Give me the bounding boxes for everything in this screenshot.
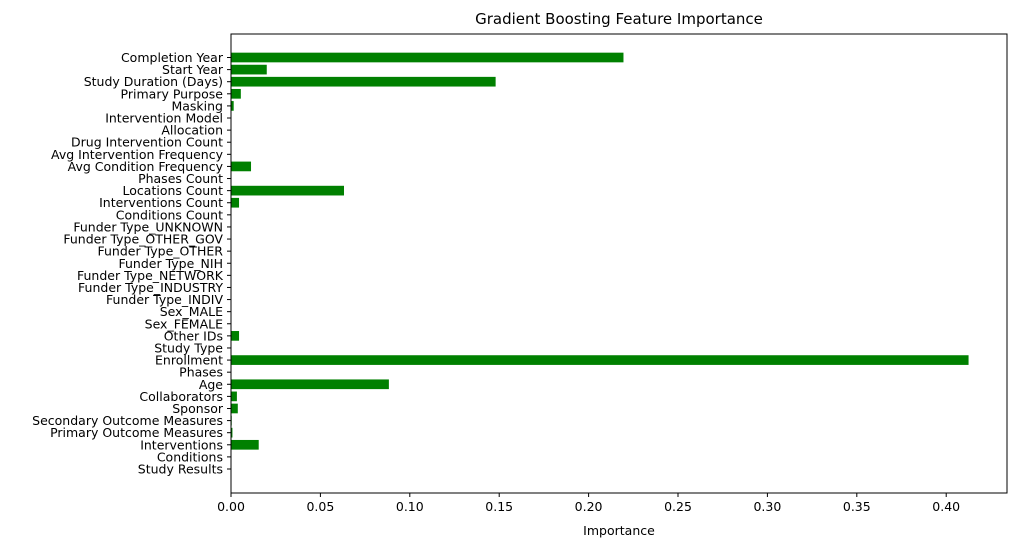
y-tick-label-2: Interventions xyxy=(140,437,223,452)
y-tick-label-29: Intervention Model xyxy=(105,111,223,126)
bar-30 xyxy=(231,101,234,111)
x-axis-ticks: 0.00 0.05 0.10 0.15 0.20 0.25 0.30 0.35 0.40 xyxy=(217,493,960,514)
y-tick-label-30: Masking xyxy=(171,98,223,113)
bars-group xyxy=(231,52,969,450)
bar-7 xyxy=(231,379,389,390)
x-tick-label-7: 0.35 xyxy=(843,499,871,514)
y-tick-label-32: Study Duration (Days) xyxy=(84,74,223,89)
x-tick-label-8: 0.40 xyxy=(932,499,960,514)
y-tick-label-34: Completion Year xyxy=(121,50,224,65)
y-tick-label-5: Sponsor xyxy=(172,401,224,416)
y-tick-label-11: Other IDs xyxy=(164,328,223,343)
bar-2 xyxy=(231,439,259,450)
bar-22 xyxy=(231,197,240,208)
bar-3 xyxy=(231,427,233,438)
y-tick-label-20: Funder Type_UNKNOWN xyxy=(73,219,223,234)
bar-11 xyxy=(231,331,240,341)
x-axis-label: Importance xyxy=(583,523,655,538)
y-tick-label-23: Locations Count xyxy=(123,183,224,198)
y-tick-label-22: Interventions Count xyxy=(99,195,223,210)
y-tick-label-7: Age xyxy=(199,377,223,392)
y-tick-label-14: Funder Type_INDIV xyxy=(106,292,223,307)
y-tick-label-17: Funder Type_NIH xyxy=(119,256,224,271)
y-tick-label-25: Avg Condition Frequency xyxy=(68,159,224,174)
x-tick-label-5: 0.25 xyxy=(664,499,692,514)
y-tick-label-8: Phases xyxy=(179,365,223,380)
y-tick-label-15: Funder Type_INDUSTRY xyxy=(78,280,223,295)
y-tick-label-26: Avg Intervention Frequency xyxy=(51,147,224,162)
chart-title: Gradient Boosting Feature Importance xyxy=(475,10,763,28)
bar-25 xyxy=(231,161,252,172)
y-tick-label-6: Collaborators xyxy=(139,389,223,404)
y-tick-label-31: Primary Purpose xyxy=(121,86,224,101)
y-tick-label-19: Funder Type_OTHER_GOV xyxy=(63,232,223,247)
x-tick-label-3: 0.15 xyxy=(485,499,513,514)
y-tick-label-13: Sex_MALE xyxy=(160,304,223,319)
x-tick-label-1: 0.05 xyxy=(306,499,334,514)
y-tick-label-21: Conditions Count xyxy=(116,207,223,222)
y-tick-label-10: Study Type xyxy=(154,340,223,355)
y-tick-label-12: Sex_FEMALE xyxy=(145,316,223,331)
x-tick-label-0: 0.00 xyxy=(217,499,245,514)
y-tick-label-27: Drug Intervention Count xyxy=(71,135,223,150)
y-tick-label-33: Start Year xyxy=(162,62,224,77)
x-tick-label-6: 0.30 xyxy=(753,499,781,514)
plot-area-frame xyxy=(230,33,1008,494)
y-tick-label-16: Funder Type_NETWORK xyxy=(77,268,224,283)
y-tick-label-3: Primary Outcome Measures xyxy=(50,425,223,440)
x-tick-label-2: 0.10 xyxy=(396,499,424,514)
y-tick-label-9: Enrollment xyxy=(155,353,223,368)
x-tick-label-4: 0.20 xyxy=(575,499,603,514)
bar-32 xyxy=(231,76,496,87)
bar-34 xyxy=(231,52,624,63)
y-axis-ticks: Study ResultsConditionsInterventionsPrim… xyxy=(32,50,231,477)
bar-31 xyxy=(231,88,241,99)
y-tick-label-4: Secondary Outcome Measures xyxy=(32,413,223,428)
bar-23 xyxy=(231,185,345,196)
bar-6 xyxy=(231,391,237,402)
bar-5 xyxy=(231,403,238,414)
bar-33 xyxy=(231,64,267,75)
y-tick-label-1: Conditions xyxy=(157,449,223,464)
bar-9 xyxy=(231,355,969,365)
y-tick-label-28: Allocation xyxy=(161,123,223,138)
y-tick-label-0: Study Results xyxy=(138,462,223,477)
y-tick-label-24: Phases Count xyxy=(138,171,223,186)
y-tick-label-18: Funder Type_OTHER xyxy=(97,244,223,259)
